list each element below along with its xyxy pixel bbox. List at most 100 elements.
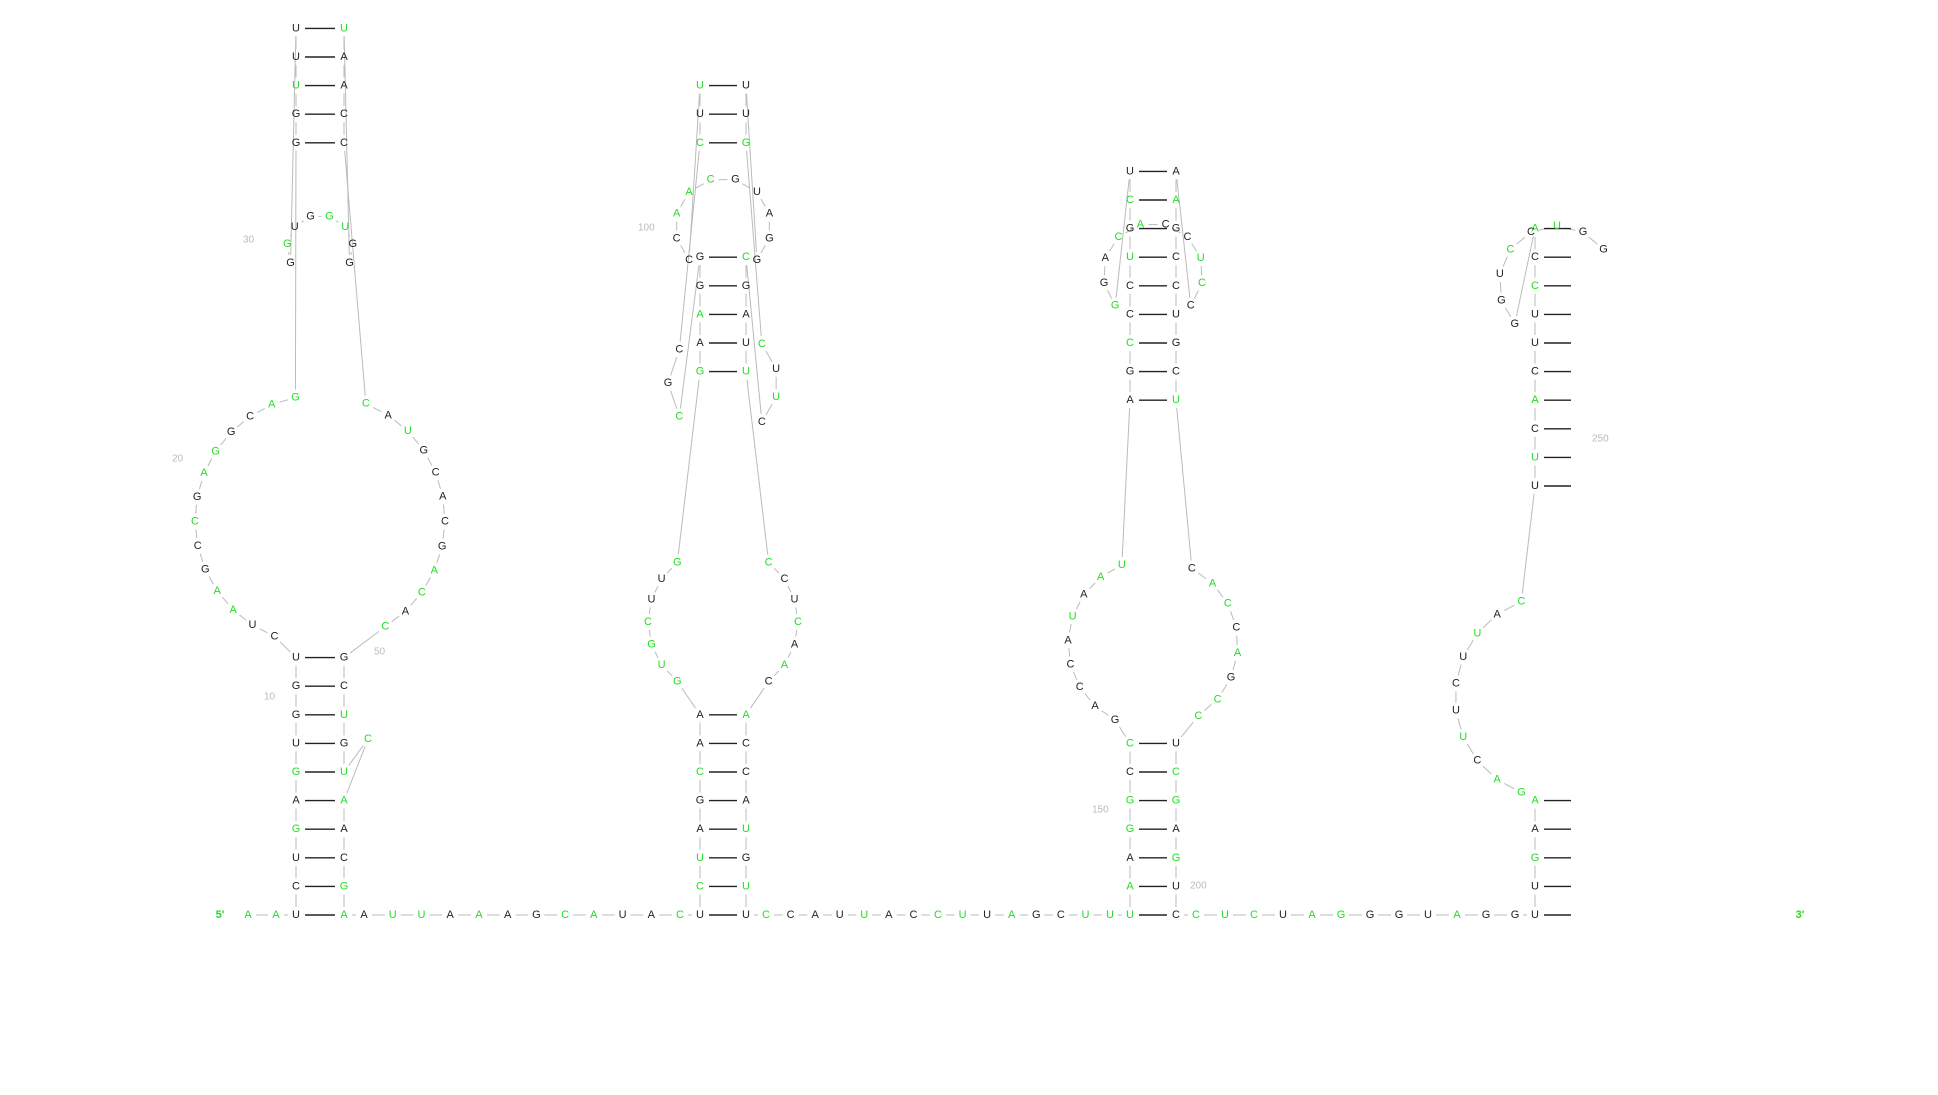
nucleotide-1: A: [244, 909, 252, 921]
nucleotide-128: C: [765, 556, 773, 568]
nucleotide-118: G: [742, 137, 751, 149]
nucleotide-250: U: [1531, 308, 1539, 320]
backbone-segment: [335, 220, 339, 223]
nucleotide-12: U: [292, 652, 300, 664]
nucleotide-37: U: [341, 221, 349, 233]
nucleotide-151: U: [959, 909, 967, 921]
nucleotide-98: G: [696, 280, 705, 292]
nucleotide-100: C: [675, 410, 683, 422]
nucleotide-179: U: [1126, 251, 1134, 263]
nucleotide-207: G: [1227, 672, 1236, 684]
backbone-segment: [1515, 236, 1534, 317]
nucleotide-16: A: [214, 585, 222, 597]
nucleotide-59: U: [340, 709, 348, 721]
nucleotide-28: G: [292, 108, 301, 120]
nucleotide-233: A: [1531, 795, 1539, 807]
backbone-segment: [654, 651, 659, 659]
nucleotide-174: A: [1126, 394, 1134, 406]
nucleotide-161: G: [1126, 823, 1135, 835]
nucleotide-260: G: [1579, 226, 1588, 238]
nucleotide-226: A: [1453, 909, 1461, 921]
nucleotide-83: A: [696, 823, 704, 835]
backbone-segment: [220, 438, 227, 446]
nucleotide-104: U: [696, 108, 704, 120]
nucleotide-54: C: [418, 586, 426, 598]
nucleotide-65: C: [340, 852, 348, 864]
backbone-segment: [670, 356, 678, 376]
nucleotide-159: A: [1126, 880, 1134, 892]
backbone-segment: [787, 585, 792, 593]
position-label: 30: [243, 235, 255, 246]
backbone-segment: [1198, 572, 1207, 580]
backbone-segment: [760, 245, 766, 254]
nucleotide-113: A: [766, 208, 774, 220]
backbone-segment: [1191, 243, 1197, 252]
nucleotide-261: G: [1599, 243, 1608, 255]
position-label: 200: [1190, 881, 1207, 892]
nucleotide-99: G: [696, 251, 705, 263]
nucleotide-111: G: [731, 174, 740, 186]
nucleotide-222: G: [1337, 909, 1346, 921]
backbone-segment: [1503, 604, 1515, 612]
nucleotide-36: G: [325, 210, 334, 222]
nucleotide-201: U: [1172, 394, 1180, 406]
nucleotide-53: A: [431, 565, 439, 577]
nucleotide-82: U: [696, 852, 704, 864]
nucleotide-148: A: [885, 909, 893, 921]
nucleotide-220: U: [1279, 909, 1287, 921]
nucleotide-165: G: [1111, 714, 1120, 726]
nucleotide-97: A: [696, 308, 704, 320]
nucleotide-11: G: [292, 680, 301, 692]
nucleotide-258: C: [1527, 226, 1535, 238]
backbone-segment: [1107, 568, 1116, 574]
nucleotide-188: C: [1162, 219, 1170, 231]
nucleotide-249: U: [1531, 337, 1539, 349]
nucleotide-256: U: [1496, 268, 1504, 280]
nucleotide-139: U: [742, 823, 750, 835]
backbone-segment: [746, 93, 757, 252]
backbone-segment: [391, 615, 400, 623]
nucleotide-218: U: [1221, 909, 1229, 921]
nucleotide-242: A: [1494, 608, 1502, 620]
nucleotide-24: C: [246, 410, 254, 422]
backbone-segment: [1482, 765, 1492, 775]
backbone-segment: [1466, 639, 1474, 651]
backbone-segment: [1521, 493, 1535, 594]
backbone-segment: [343, 36, 350, 255]
backbone-segment: [198, 480, 203, 490]
nucleotide-235: A: [1494, 774, 1502, 786]
nucleotide-167: C: [1076, 681, 1084, 693]
backbone-segment: [1180, 721, 1194, 738]
nucleotide-193: A: [1172, 165, 1180, 177]
backbone-segment: [1088, 582, 1096, 590]
nucleotide-2: A: [272, 909, 280, 921]
nucleotide-245: U: [1531, 451, 1539, 463]
backbone-segment: [666, 567, 673, 574]
nucleotide-9: U: [292, 737, 300, 749]
nucleotide-106: C: [685, 254, 693, 266]
nucleotide-155: C: [1057, 909, 1065, 921]
nucleotide-156: U: [1081, 909, 1089, 921]
three-prime-end-label: 3': [1796, 909, 1805, 921]
backbone-segment: [207, 458, 213, 467]
nucleotide-164: C: [1126, 737, 1134, 749]
position-label-layer: 10 20 30 50 100 150 200 250: [172, 223, 1609, 892]
backbone-segment: [239, 614, 247, 621]
nucleotide-15: A: [229, 604, 237, 616]
nucleotide-33: G: [283, 238, 292, 250]
nucleotide-253: A: [1531, 223, 1539, 235]
nucleotide-126: U: [742, 337, 750, 349]
nucleotide-107: C: [673, 232, 681, 244]
nucleotide-46: A: [385, 409, 393, 421]
position-label: 50: [374, 647, 386, 658]
backbone-segment: [787, 651, 792, 659]
nucleotide-209: C: [1194, 710, 1202, 722]
nucleotide-208: C: [1214, 693, 1222, 705]
nucleotide-239: C: [1452, 677, 1460, 689]
backbone-segment: [677, 379, 700, 555]
nucleotide-22: G: [211, 445, 220, 457]
nucleotide-14: U: [249, 619, 257, 631]
nucleotide-51: C: [441, 516, 449, 528]
nucleotide-23: G: [227, 426, 236, 438]
backbone-segment: [695, 183, 704, 189]
